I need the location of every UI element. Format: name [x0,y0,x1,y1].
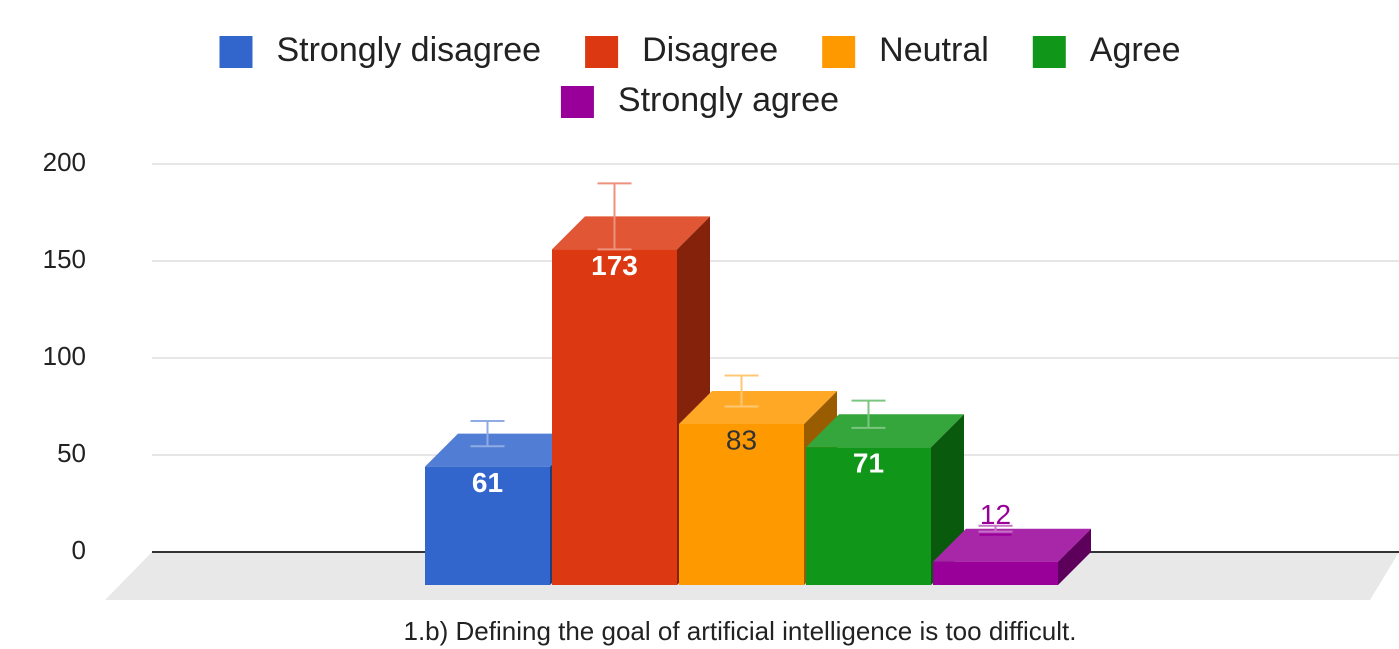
legend-label: Agree [1090,31,1181,69]
data-label: 83 [726,424,757,455]
bar-top [933,528,1091,562]
error-bar [597,182,632,251]
data-label: 12 [980,499,1011,530]
bar-top [806,414,964,448]
y-tick-label: 200 [43,147,86,177]
legend-swatch [822,36,856,68]
legend-label: Strongly disagree [276,31,541,69]
data-label: 71 [853,448,884,479]
x-axis-label: 1.b) Defining the goal of artificial int… [403,616,1076,646]
legend-swatch [585,36,619,68]
bar [552,249,677,585]
bar-top [552,216,710,250]
error-bar [978,524,1013,533]
y-tick-label: 100 [43,341,86,371]
bar-side [1058,528,1091,585]
y-tick-label: 150 [43,244,86,274]
legend-swatch [219,36,253,68]
data-label: 173 [591,250,638,281]
bar [425,466,550,585]
bar [933,561,1058,585]
legend-label: Strongly agree [618,81,839,119]
bar-top [425,433,583,467]
bar [679,423,804,585]
error-bar [724,374,759,408]
y-tick-label: 0 [72,535,86,565]
legend-swatch [560,86,594,118]
legend-label: Disagree [642,31,778,69]
y-tick-label: 50 [57,438,86,468]
legend-label: Neutral [879,31,989,69]
bar [806,447,931,585]
data-label: 61 [472,467,503,498]
legend-swatch [1032,36,1066,68]
error-bar [470,420,505,448]
error-bar [851,399,886,429]
